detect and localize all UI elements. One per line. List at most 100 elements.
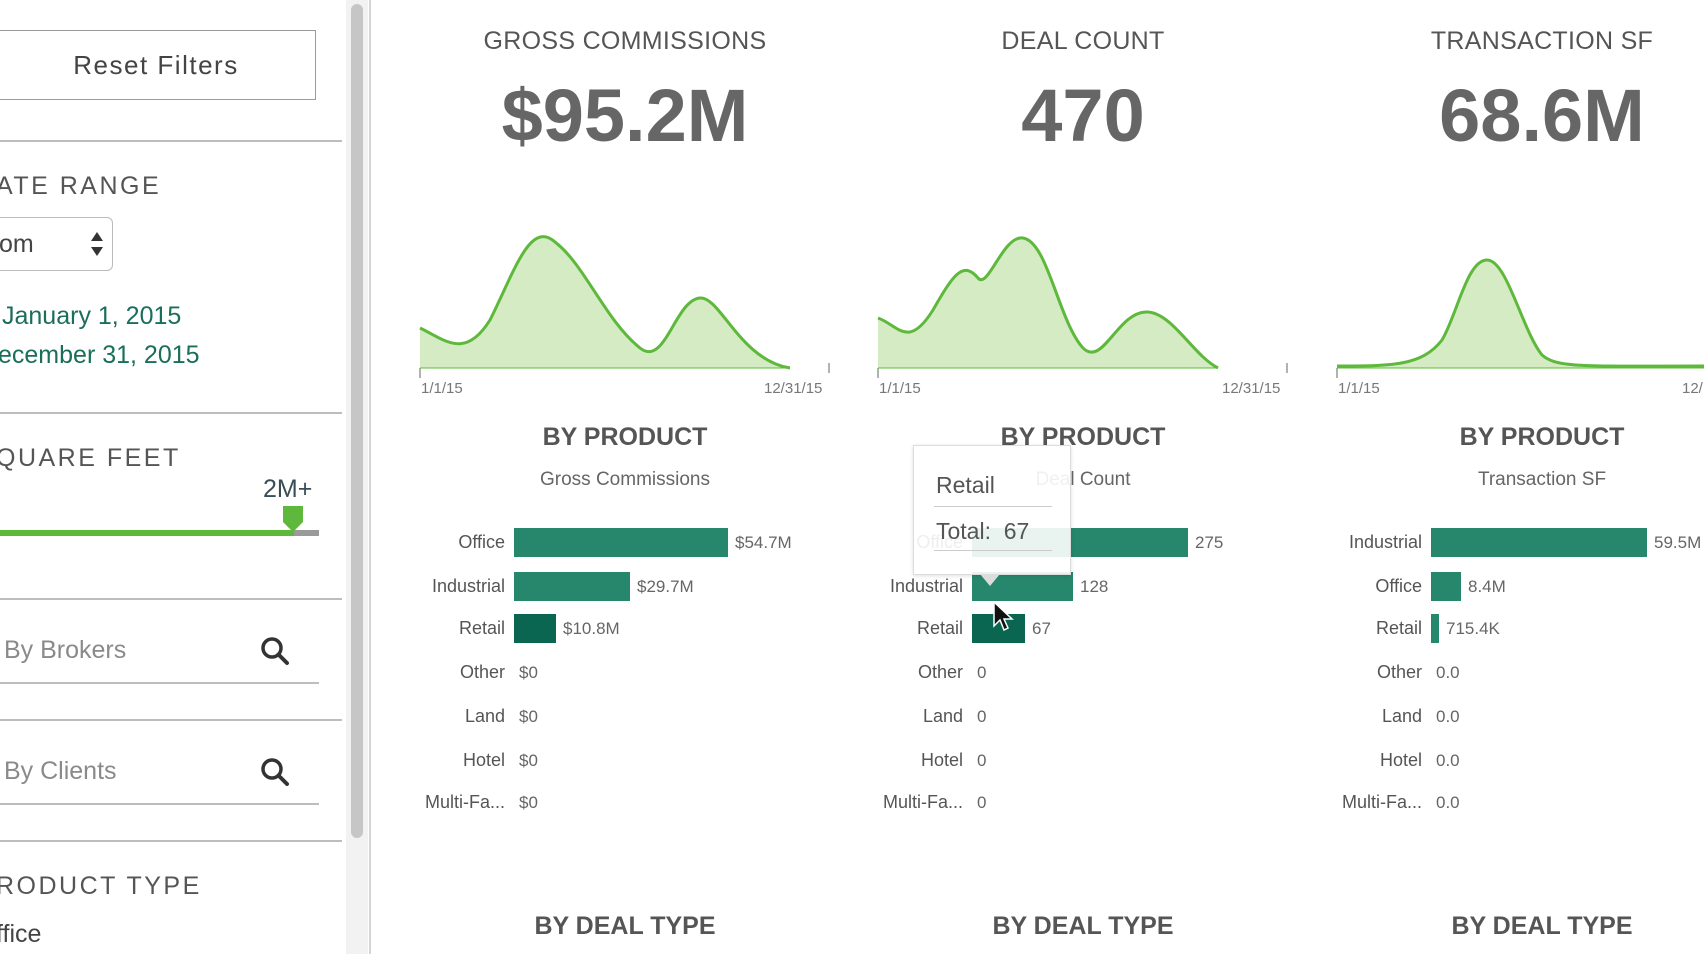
value-label: 0.0 — [1436, 707, 1460, 726]
slider-value-label: 2M+ — [263, 475, 313, 503]
by-product-title: BY PRODUCT — [542, 423, 708, 451]
value-label: 8.4M — [1468, 577, 1506, 596]
kpi-title-deal-count: DEAL COUNT — [1001, 27, 1165, 55]
brokers-search[interactable]: By Brokers — [0, 624, 319, 684]
value-label: $0 — [519, 793, 538, 812]
category-label: Industrial — [1348, 532, 1422, 552]
category-label: Industrial — [431, 576, 505, 596]
value-label: 0.0 — [1436, 751, 1460, 770]
value-label: $0 — [519, 707, 538, 726]
brokers-search-input[interactable]: By Brokers — [4, 636, 127, 664]
bar[interactable] — [514, 572, 630, 601]
divider — [0, 412, 342, 414]
category-label: Retail — [458, 618, 505, 638]
divider — [0, 840, 342, 842]
category-label: Retail — [1375, 618, 1422, 638]
bar-tooltip: Retail Total: 67 — [913, 445, 1071, 575]
tooltip-title: Retail — [936, 472, 995, 498]
sidebar-border — [369, 0, 371, 954]
category-label: Hotel — [1379, 750, 1422, 770]
spark-start-date: 1/1/15 — [421, 380, 463, 397]
kpi-value-deal-count: 470 — [1021, 74, 1145, 157]
value-label: $0 — [519, 663, 538, 682]
bar[interactable] — [514, 528, 728, 557]
value-label: 0.0 — [1436, 793, 1460, 812]
clients-search-input[interactable]: By Clients — [4, 757, 117, 785]
slider-handle[interactable] — [283, 506, 303, 532]
category-label: Other — [917, 662, 963, 682]
reset-filters-button[interactable]: Reset Filters — [0, 30, 316, 100]
category-label: Industrial — [889, 576, 963, 596]
square-feet-slider-fill — [0, 530, 294, 536]
value-label: $54.7M — [735, 533, 792, 552]
kpi-title-transaction-sf: TRANSACTION SF — [1430, 27, 1654, 55]
sparkline-deal-count[interactable] — [873, 220, 1303, 400]
by-deal-type-title: BY DEAL TYPE — [534, 912, 716, 940]
category-label: Multi-Fa... — [1341, 792, 1422, 812]
tooltip-total-label: Total: — [936, 518, 991, 544]
value-label: 0 — [977, 663, 987, 682]
clients-search[interactable]: By Clients — [0, 745, 319, 805]
category-label: Office — [458, 532, 505, 552]
value-label: 275 — [1195, 533, 1224, 552]
value-label: 0 — [977, 751, 987, 770]
divider — [0, 598, 342, 600]
bar[interactable] — [1431, 614, 1439, 643]
by-deal-type-title: BY DEAL TYPE — [992, 912, 1174, 940]
category-label: Hotel — [462, 750, 505, 770]
value-label: 59.5M — [1654, 533, 1702, 552]
by-product-title: BY PRODUCT — [1459, 423, 1625, 451]
tooltip-tail — [980, 574, 1000, 586]
date-range-select[interactable]: om — [0, 217, 113, 271]
tooltip-total-value: 67 — [1003, 518, 1030, 544]
value-label: 715.4K — [1446, 619, 1500, 638]
value-label: $10.8M — [563, 619, 620, 638]
value-label: 0.0 — [1436, 663, 1460, 682]
tooltip-total: Total: 67 — [936, 518, 1029, 545]
by-product-subtitle: Transaction SF — [1477, 469, 1607, 490]
product-option-office[interactable]: ffice — [0, 920, 42, 948]
category-label: Retail — [916, 618, 963, 638]
by-deal-type-title: BY DEAL TYPE — [1451, 912, 1633, 940]
category-label: Land — [464, 706, 505, 726]
category-label: Office — [1375, 576, 1422, 596]
search-icon[interactable] — [260, 757, 290, 787]
select-arrows-icon — [91, 232, 103, 256]
spark-start-date: 1/1/15 — [879, 380, 921, 397]
bar[interactable] — [1431, 528, 1647, 557]
search-icon[interactable] — [260, 636, 290, 666]
tooltip-divider — [934, 506, 1052, 507]
sparkline-gross-commissions[interactable] — [415, 220, 845, 400]
category-label: Hotel — [920, 750, 963, 770]
category-label: Land — [1381, 706, 1422, 726]
by-product-subtitle: Gross Commissions — [540, 469, 710, 490]
category-label: Multi-Fa... — [882, 792, 963, 812]
bar[interactable] — [514, 614, 556, 643]
spark-end-date: 12/31/15 — [1222, 380, 1281, 397]
bar-chart-transaction-sf: Industrial 59.5M Office 8.4M Retail 715.4K Oth… — [1322, 500, 1704, 820]
value-label: $0 — [519, 751, 538, 770]
bar-chart-gross-commissions: Office $54.7M Industrial $29.7M Retail $10.8M… — [405, 500, 825, 820]
date-to[interactable]: ecember 31, 2015 — [0, 341, 200, 369]
tooltip-divider — [934, 550, 1052, 551]
sparkline-transaction-sf[interactable] — [1332, 220, 1704, 400]
date-from[interactable]: January 1, 2015 — [2, 302, 182, 330]
kpi-value-transaction-sf: 68.6M — [1439, 74, 1645, 157]
kpi-title-gross-commissions: GROSS COMMISSIONS — [483, 27, 767, 55]
value-label: 0 — [977, 707, 987, 726]
category-label: Other — [1376, 662, 1422, 682]
product-type-title: RODUCT TYPE — [0, 872, 202, 900]
filter-sidebar: Reset Filters ATE RANGE om January 1, 20… — [0, 0, 342, 954]
value-label: 128 — [1080, 577, 1109, 596]
bar[interactable] — [1431, 572, 1461, 601]
divider — [0, 140, 342, 142]
spark-end-date: 12/31/15 — [764, 380, 823, 397]
kpi-value-gross-commissions: $95.2M — [501, 74, 749, 157]
category-label: Land — [922, 706, 963, 726]
date-range-select-value: om — [0, 230, 34, 258]
date-range-title: ATE RANGE — [0, 172, 162, 200]
value-label: 67 — [1032, 619, 1051, 638]
category-label: Other — [459, 662, 505, 682]
divider — [0, 719, 342, 721]
sidebar-scrollbar-thumb[interactable] — [351, 4, 363, 838]
